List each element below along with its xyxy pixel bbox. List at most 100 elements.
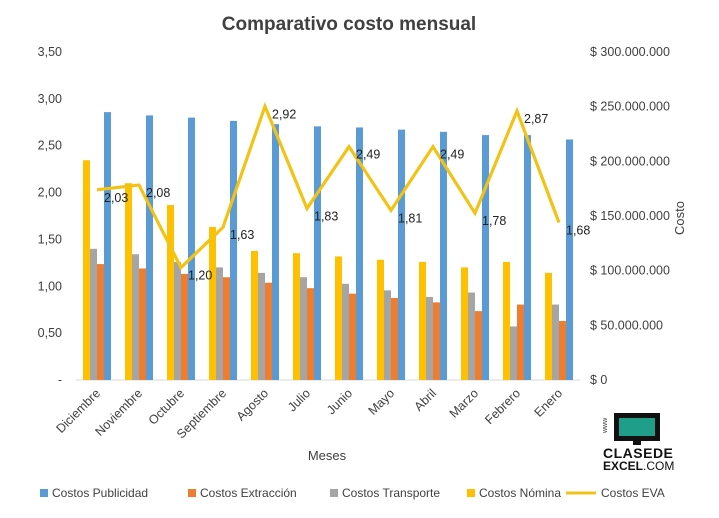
category-label: Enero bbox=[532, 386, 566, 420]
bar-costos-nmina bbox=[419, 261, 426, 380]
bar-costos-transporte bbox=[216, 267, 223, 380]
bar-costos-extraccin bbox=[265, 282, 272, 380]
bar-costos-publicidad bbox=[104, 112, 111, 380]
bar-costos-extraccin bbox=[475, 311, 482, 380]
category-label: Julio bbox=[285, 386, 313, 414]
category-label: Mayo bbox=[366, 386, 398, 418]
bar-costos-nmina bbox=[545, 272, 552, 380]
logo-line2-rest: .COM bbox=[643, 459, 675, 473]
bar-costos-nmina bbox=[461, 267, 468, 380]
bar-costos-nmina bbox=[167, 205, 174, 380]
bar-costos-extraccin bbox=[97, 264, 104, 380]
right-tick-label: $ 50.000.000 bbox=[590, 318, 663, 332]
bar-costos-extraccin bbox=[307, 288, 314, 380]
category-label: Octubre bbox=[146, 386, 187, 427]
eva-data-label: 2,03 bbox=[104, 191, 128, 205]
eva-data-label: 1,20 bbox=[188, 269, 212, 283]
eva-data-label: 1,68 bbox=[566, 224, 590, 238]
category-label: Junio bbox=[324, 386, 355, 417]
eva-data-label: 2,49 bbox=[440, 148, 464, 162]
category-label: Febrero bbox=[482, 386, 523, 427]
bar-costos-publicidad bbox=[314, 126, 321, 380]
right-tick-label: $ 100.000.000 bbox=[590, 264, 670, 278]
left-tick-label: 1,50 bbox=[38, 232, 62, 246]
left-axis-ticks: - 0,50 1,00 1,50 2,00 2,50 3,00 3,50 bbox=[38, 45, 62, 387]
category-label: Marzo bbox=[447, 386, 481, 420]
logo-line1: CLASEDE bbox=[603, 445, 674, 461]
eva-data-label: 1,78 bbox=[482, 214, 506, 228]
left-tick-label: 3,50 bbox=[38, 45, 62, 59]
right-axis-ticks: $ 0 $ 50.000.000 $ 100.000.000 $ 150.000.00… bbox=[590, 45, 670, 387]
bar-costos-extraccin bbox=[223, 277, 230, 380]
bar-costos-publicidad bbox=[188, 117, 195, 380]
bar-costos-extraccin bbox=[139, 268, 146, 380]
bar-costos-nmina bbox=[377, 259, 384, 380]
eva-data-label: 2,08 bbox=[146, 186, 170, 200]
bar-costos-transporte bbox=[426, 296, 433, 380]
legend-label: Costos Extracción bbox=[200, 486, 297, 500]
left-tick-label: 2,00 bbox=[38, 186, 62, 200]
monitor-stand bbox=[633, 441, 641, 445]
legend: Costos Publicidad Costos Extracción Costos… bbox=[40, 486, 665, 500]
bar-costos-publicidad bbox=[524, 135, 531, 380]
bar-costos-transporte bbox=[510, 326, 517, 380]
bar-costos-transporte bbox=[342, 283, 349, 380]
bar-costos-nmina bbox=[209, 226, 216, 380]
left-tick-label: 2,50 bbox=[38, 139, 62, 153]
eva-data-labels: 2,03 2,08 1,20 1,63 2,92 1,83 2,49 1,81 2,49 1,78… bbox=[104, 107, 590, 282]
bar-costos-publicidad bbox=[146, 115, 153, 380]
logo-line2: EXCEL.COM bbox=[603, 459, 674, 473]
category-label: Agosto bbox=[234, 386, 271, 423]
bar-costos-nmina bbox=[293, 253, 300, 380]
right-tick-label: $ 250.000.000 bbox=[590, 100, 670, 114]
legend-swatch bbox=[330, 489, 338, 497]
bar-costos-extraccin bbox=[517, 304, 524, 380]
legend-label: Costos Nómina bbox=[479, 486, 561, 500]
legend-swatch bbox=[40, 489, 48, 497]
category-label: Abril bbox=[412, 386, 440, 414]
bar-costos-publicidad bbox=[272, 124, 279, 380]
bar-costos-transporte bbox=[174, 261, 181, 380]
legend-swatch bbox=[188, 489, 196, 497]
bar-costos-transporte bbox=[132, 254, 139, 380]
eva-data-label: 2,92 bbox=[272, 107, 296, 121]
legend-swatch bbox=[467, 489, 475, 497]
right-tick-label: $ 150.000.000 bbox=[590, 209, 670, 223]
bar-costos-publicidad bbox=[230, 120, 237, 380]
legend-label: Costos Transporte bbox=[342, 486, 440, 500]
eva-data-label: 2,87 bbox=[524, 112, 548, 126]
bar-series bbox=[83, 112, 573, 380]
left-tick-label: - bbox=[58, 373, 62, 387]
eva-data-label: 2,49 bbox=[356, 148, 380, 162]
chart-title: Comparativo costo mensual bbox=[222, 14, 476, 35]
bar-costos-nmina bbox=[335, 256, 342, 380]
bar-costos-publicidad bbox=[356, 127, 363, 380]
bar-costos-transporte bbox=[90, 248, 97, 380]
bar-costos-transporte bbox=[468, 292, 475, 380]
bar-costos-publicidad bbox=[440, 131, 447, 380]
bar-costos-nmina bbox=[125, 183, 132, 380]
left-tick-label: 1,00 bbox=[38, 279, 62, 293]
logo-line2-bold: EXCEL bbox=[603, 459, 644, 473]
bar-costos-extraccin bbox=[391, 298, 398, 380]
right-tick-label: $ 200.000.000 bbox=[590, 154, 670, 168]
legend-label: Costos EVA bbox=[601, 486, 665, 500]
bar-costos-nmina bbox=[251, 250, 258, 380]
bar-costos-publicidad bbox=[398, 129, 405, 380]
bar-costos-publicidad bbox=[566, 139, 573, 380]
eva-line bbox=[96, 101, 561, 271]
x-axis-title: Meses bbox=[308, 448, 347, 463]
clasedeexcel-logo: www CLASEDE EXCEL.COM bbox=[600, 413, 674, 475]
bar-costos-transporte bbox=[258, 272, 265, 380]
eva-line-series bbox=[96, 101, 561, 271]
bar-costos-extraccin bbox=[433, 302, 440, 380]
left-tick-label: 3,00 bbox=[38, 92, 62, 106]
eva-data-label: 1,81 bbox=[398, 211, 422, 225]
right-axis-title: Costo bbox=[672, 201, 687, 235]
logo-www: www bbox=[602, 417, 609, 433]
bar-costos-transporte bbox=[384, 290, 391, 380]
legend-label: Costos Publicidad bbox=[52, 486, 148, 500]
bar-costos-extraccin bbox=[559, 320, 566, 380]
